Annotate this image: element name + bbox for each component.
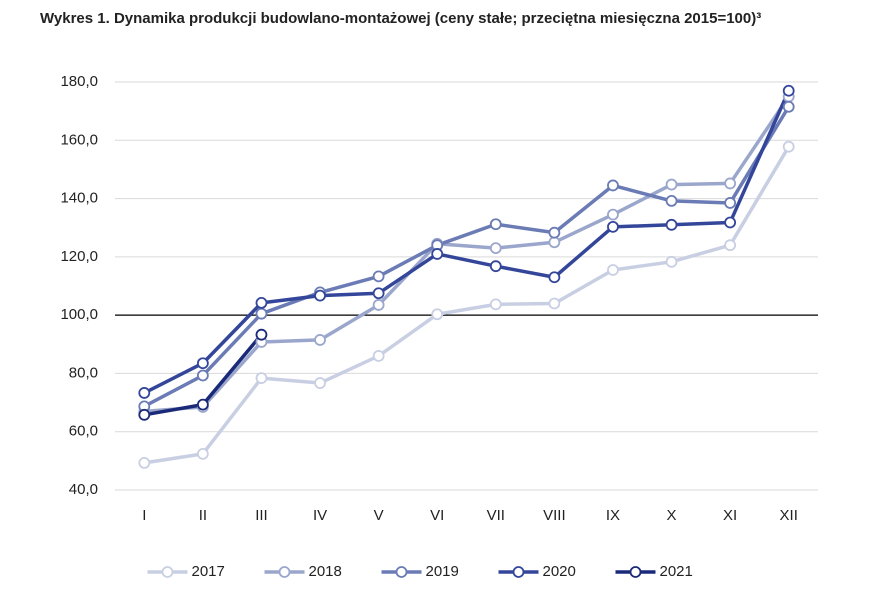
data-point	[196, 398, 209, 411]
y-tick-label: 60,0	[69, 423, 98, 440]
x-tick-label: II	[199, 507, 207, 524]
data-point	[196, 369, 209, 382]
data-point	[548, 236, 561, 249]
data-point	[372, 350, 385, 362]
data-point	[548, 297, 561, 310]
data-point	[607, 179, 619, 192]
series-line	[143, 105, 791, 408]
series-line	[144, 145, 791, 465]
data-point	[489, 260, 502, 273]
data-point	[489, 298, 502, 311]
y-tick-label: 100,0	[60, 306, 98, 323]
data-point	[255, 307, 268, 320]
data-point	[196, 357, 209, 370]
data-point	[255, 297, 268, 309]
legend-label: 2021	[660, 563, 693, 580]
data-point	[489, 242, 502, 255]
data-point	[314, 377, 326, 389]
data-point	[314, 334, 326, 346]
legend-marker	[512, 566, 525, 578]
data-point	[665, 218, 678, 231]
legend-label: 2019	[426, 563, 459, 580]
data-point	[782, 100, 795, 113]
data-point	[782, 140, 795, 153]
data-point	[665, 255, 678, 268]
data-point	[548, 271, 561, 284]
data-point	[255, 372, 268, 384]
y-tick-label: 40,0	[69, 481, 98, 498]
data-point	[724, 216, 737, 229]
x-tick-label: I	[142, 507, 146, 524]
legend-marker	[395, 566, 408, 578]
legend-marker	[629, 566, 642, 578]
data-point	[665, 195, 678, 207]
x-tick-label: V	[374, 507, 384, 524]
x-tick-label: XI	[723, 507, 737, 524]
data-point	[724, 239, 737, 252]
x-tick-label: X	[667, 507, 677, 524]
chart-title: Wykres 1. Dynamika produkcji budowlano-m…	[40, 10, 762, 27]
data-point	[724, 197, 737, 209]
y-tick-label: 160,0	[60, 131, 98, 148]
data-point	[607, 264, 619, 276]
y-tick-label: 120,0	[60, 248, 98, 265]
legend-label: 2018	[309, 563, 342, 580]
legend-marker	[161, 566, 174, 578]
series-line	[143, 90, 791, 395]
data-point	[196, 447, 209, 460]
data-point	[782, 84, 795, 97]
data-point	[431, 308, 444, 321]
x-tick-label: VIII	[543, 507, 566, 524]
data-point	[314, 289, 326, 302]
y-tick-label: 140,0	[60, 190, 98, 207]
data-point	[138, 387, 151, 399]
series-line	[144, 95, 791, 414]
y-tick-label: 180,0	[60, 73, 98, 90]
x-tick-label: XII	[780, 507, 798, 524]
x-tick-label: IX	[606, 507, 620, 524]
data-point	[431, 248, 444, 260]
data-point	[138, 456, 151, 469]
legend-label: 2017	[192, 563, 225, 580]
data-point	[724, 177, 737, 190]
data-point	[548, 226, 561, 239]
data-point	[372, 299, 385, 311]
data-point	[665, 178, 678, 191]
data-point	[607, 220, 619, 233]
legend-label: 2020	[543, 563, 576, 580]
data-point	[489, 218, 502, 231]
x-tick-label: VII	[487, 507, 505, 524]
data-point	[255, 328, 268, 341]
data-point	[372, 270, 385, 283]
x-tick-label: VI	[430, 507, 444, 524]
y-tick-label: 80,0	[69, 364, 98, 381]
data-point	[607, 208, 619, 221]
legend-marker	[278, 566, 291, 578]
data-point	[372, 287, 385, 300]
x-tick-label: III	[255, 507, 268, 524]
data-point	[138, 408, 151, 421]
x-tick-label: IV	[313, 507, 327, 524]
